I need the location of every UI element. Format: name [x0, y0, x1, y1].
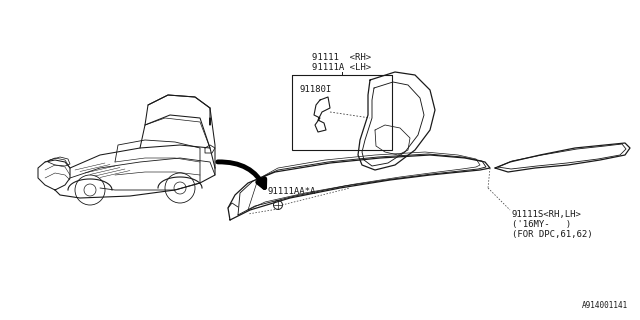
Text: 91180I: 91180I: [300, 85, 332, 94]
Text: 91111AA*A: 91111AA*A: [268, 187, 316, 196]
FancyArrowPatch shape: [218, 162, 265, 188]
Text: A914001141: A914001141: [582, 301, 628, 310]
Text: 91111  <RH>: 91111 <RH>: [312, 53, 372, 62]
Bar: [292, 75, 392, 150]
Text: (FOR DPC,61,62): (FOR DPC,61,62): [512, 230, 593, 239]
Text: 91111S<RH,LH>: 91111S<RH,LH>: [512, 210, 582, 219]
Text: ('16MY-   ): ('16MY- ): [512, 220, 571, 229]
Text: 91111A <LH>: 91111A <LH>: [312, 63, 372, 73]
